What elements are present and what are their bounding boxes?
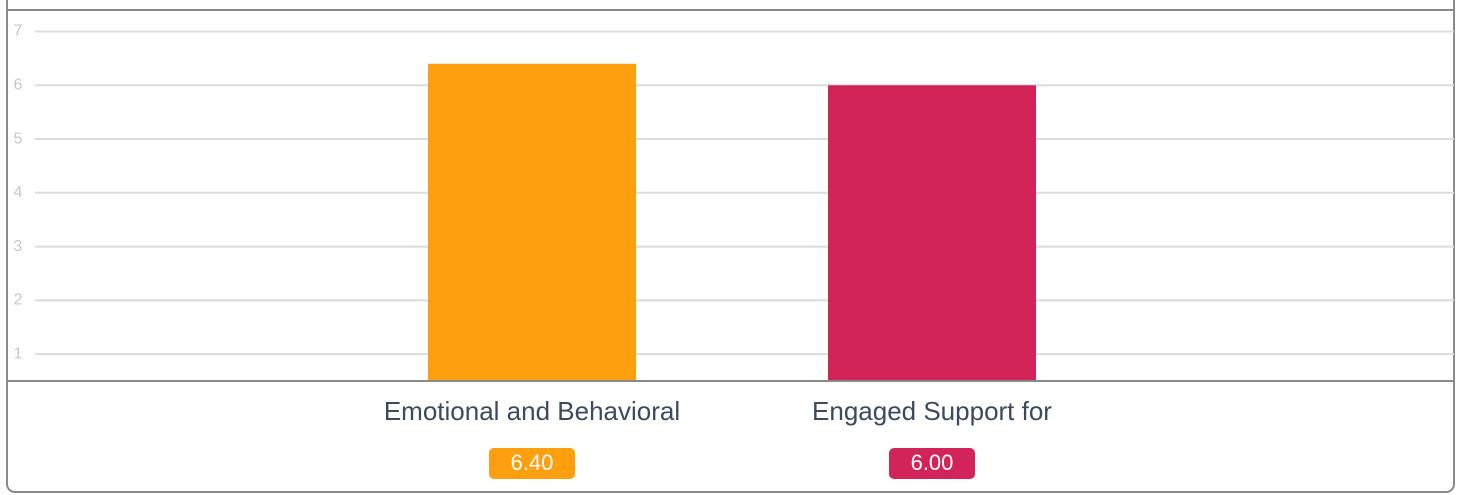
bar	[428, 63, 636, 381]
y-tick-label: 7	[14, 23, 23, 40]
value-label: 6.40	[511, 450, 554, 475]
y-tick-label: 2	[14, 292, 23, 309]
labels: Emotional and Behavioral 6.40 Engaged Supp…	[384, 396, 1052, 479]
value-badge	[489, 448, 575, 479]
value-label: 6.00	[911, 450, 954, 475]
y-tick-label: 1	[14, 345, 23, 362]
value-badge	[889, 448, 975, 479]
grid: 1 2 3 4 5 6 7	[14, 23, 1454, 362]
bars	[428, 63, 1036, 381]
x-tick-label: Engaged Support for	[812, 396, 1052, 426]
y-tick-label: 3	[14, 238, 23, 255]
y-tick-label: 5	[14, 130, 23, 147]
bar	[828, 85, 1036, 381]
y-tick-label: 6	[14, 76, 23, 93]
y-tick-label: 4	[14, 184, 23, 201]
x-tick-label: Emotional and Behavioral	[384, 396, 680, 426]
